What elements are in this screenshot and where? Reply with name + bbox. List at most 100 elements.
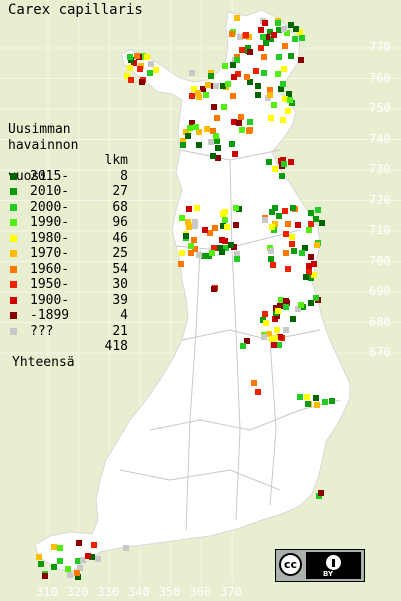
x-tick-label: 350 bbox=[158, 585, 181, 599]
legend-label: 1990- bbox=[30, 215, 70, 230]
observation-square bbox=[318, 490, 324, 496]
legend-total-label: Yhteensä bbox=[12, 354, 75, 370]
observation-square bbox=[302, 245, 308, 251]
legend-heading-line1: Uusimman bbox=[8, 122, 71, 137]
observation-square bbox=[282, 43, 288, 49]
observation-square bbox=[192, 246, 198, 252]
legend-heading-line3: vuosi lkm bbox=[8, 153, 128, 184]
y-tick-label: 670 bbox=[369, 345, 391, 359]
observation-square bbox=[319, 220, 325, 226]
observation-square bbox=[289, 241, 295, 247]
observation-square bbox=[285, 108, 291, 114]
observation-square bbox=[235, 71, 241, 77]
x-tick-label: 320 bbox=[66, 585, 89, 599]
observation-square bbox=[51, 544, 57, 550]
observation-square bbox=[269, 209, 275, 215]
observation-square bbox=[258, 27, 264, 33]
y-tick-label: 680 bbox=[369, 314, 391, 329]
legend-row: 1990- 96 bbox=[8, 215, 128, 231]
legend-label: -1899 bbox=[30, 308, 70, 323]
y-tick-label: 700 bbox=[369, 253, 391, 268]
observation-square bbox=[292, 36, 298, 42]
observation-square bbox=[255, 92, 261, 98]
map-title: Carex capillaris bbox=[8, 2, 143, 18]
observation-square bbox=[179, 215, 185, 221]
observation-square bbox=[231, 119, 237, 125]
observation-square bbox=[282, 208, 288, 214]
observation-square bbox=[192, 219, 198, 225]
observation-square bbox=[38, 561, 44, 567]
legend-total-row: Yhteensä 418 bbox=[8, 339, 128, 370]
legend-label: 1970- bbox=[30, 246, 70, 261]
observation-square bbox=[306, 263, 312, 269]
observation-square bbox=[221, 104, 227, 110]
legend-count-header: lkm bbox=[104, 153, 128, 168]
observation-square bbox=[274, 327, 280, 333]
observation-square bbox=[234, 256, 240, 262]
observation-square bbox=[148, 61, 154, 67]
y-tick-label: 720 bbox=[369, 192, 391, 207]
observation-square bbox=[239, 47, 245, 53]
observation-square bbox=[189, 93, 195, 99]
legend-swatch bbox=[10, 219, 17, 226]
observation-square bbox=[277, 334, 283, 340]
observation-square bbox=[287, 97, 293, 103]
observation-square bbox=[179, 250, 185, 256]
by-label: BY bbox=[323, 570, 334, 578]
observation-square bbox=[144, 54, 150, 60]
observation-square bbox=[244, 74, 250, 80]
observation-square bbox=[234, 251, 240, 257]
legend-label: ??? bbox=[30, 323, 54, 339]
observation-square bbox=[239, 127, 245, 133]
observation-square bbox=[271, 342, 277, 348]
observation-square bbox=[230, 93, 236, 99]
observation-square bbox=[278, 86, 284, 92]
observation-square bbox=[208, 73, 214, 79]
observation-square bbox=[189, 120, 195, 126]
observation-square bbox=[210, 153, 216, 159]
observation-square bbox=[277, 303, 283, 309]
observation-square bbox=[290, 316, 296, 322]
observation-square bbox=[267, 29, 273, 35]
observation-square bbox=[123, 545, 129, 551]
legend-row: 2010- 27 bbox=[8, 184, 128, 200]
observation-square bbox=[219, 237, 225, 243]
observation-square bbox=[205, 82, 211, 88]
observation-square bbox=[261, 70, 267, 76]
cc-by-license-badge[interactable]: cc BY bbox=[275, 549, 365, 582]
observation-square bbox=[288, 53, 294, 59]
observation-square bbox=[308, 221, 314, 227]
observation-square bbox=[139, 79, 145, 85]
observation-square bbox=[299, 35, 305, 41]
observation-square bbox=[281, 161, 287, 167]
observation-square bbox=[95, 556, 101, 562]
legend-swatch bbox=[10, 234, 17, 242]
observation-square bbox=[267, 87, 273, 93]
observation-square bbox=[220, 83, 226, 89]
observation-square bbox=[290, 205, 296, 211]
by-block: BY bbox=[306, 552, 361, 579]
legend-label: 1960- bbox=[30, 261, 70, 277]
attribution-icon bbox=[326, 555, 341, 570]
observation-square bbox=[295, 306, 301, 312]
observation-square bbox=[269, 336, 275, 342]
observation-square bbox=[196, 142, 202, 148]
region-borders bbox=[119, 149, 341, 531]
legend-count: 46 bbox=[112, 230, 128, 246]
observation-square bbox=[210, 128, 216, 134]
legend-row: 2015- 8 bbox=[8, 169, 128, 185]
observation-square bbox=[183, 233, 189, 239]
observation-square bbox=[255, 389, 261, 395]
observation-square bbox=[228, 242, 234, 248]
observation-square bbox=[91, 542, 97, 548]
observation-square bbox=[208, 139, 214, 145]
observation-square bbox=[275, 308, 281, 314]
observation-square bbox=[283, 304, 289, 310]
observation-square bbox=[282, 96, 288, 102]
observation-square bbox=[313, 395, 319, 401]
observation-square bbox=[229, 141, 235, 147]
legend-rows: 2015- 8 2010- 27 2000- 68 1990- 96 1980- 46 1970- 2… bbox=[8, 169, 128, 340]
observation-square bbox=[283, 298, 289, 304]
observation-square bbox=[280, 117, 286, 123]
legend-count: 27 bbox=[112, 184, 128, 199]
